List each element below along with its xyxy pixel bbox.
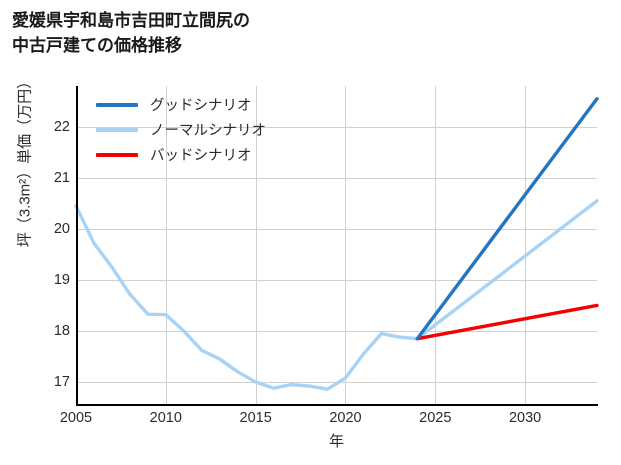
chart-legend: グッドシナリオ ノーマルシナリオ バッドシナリオ xyxy=(96,92,326,167)
y-axis-ticks: 17 18 19 20 21 22 xyxy=(0,86,70,405)
plot-background xyxy=(76,86,597,405)
x-axis-ticks: 2005 2010 2015 2020 2025 2030 xyxy=(60,410,597,432)
gridline-vertical xyxy=(255,86,257,405)
y-axis-line xyxy=(76,86,78,406)
gridline-vertical xyxy=(165,86,167,405)
gridline-horizontal xyxy=(76,126,597,128)
gridline-vertical xyxy=(345,86,347,405)
x-tick-label: 2020 xyxy=(329,410,362,426)
legend-label: バッドシナリオ xyxy=(150,148,252,164)
gridline-horizontal xyxy=(76,177,597,179)
x-tick-label: 2015 xyxy=(239,410,272,426)
legend-label: ノーマルシナリオ xyxy=(150,123,266,139)
legend-color-swatch xyxy=(96,102,138,107)
y-tick-label: 18 xyxy=(53,322,70,339)
y-tick-label: 22 xyxy=(53,118,70,135)
series-line xyxy=(74,199,599,391)
y-tick-label: 20 xyxy=(53,220,70,237)
gridline-horizontal xyxy=(76,330,597,332)
legend-item[interactable]: グッドシナリオ xyxy=(96,92,326,117)
legend-label: グッドシナリオ xyxy=(150,98,252,114)
x-axis-label: 年 xyxy=(328,433,344,450)
legend-item[interactable]: ノーマルシナリオ xyxy=(96,117,326,142)
x-tick-label: 2025 xyxy=(419,410,452,426)
gridline-vertical xyxy=(435,86,437,405)
legend-item[interactable]: バッドシナリオ xyxy=(96,142,326,167)
x-tick-label: 2010 xyxy=(149,410,182,426)
gridline-horizontal xyxy=(76,279,597,281)
y-tick-label: 17 xyxy=(53,374,70,391)
gridline-horizontal xyxy=(76,228,597,230)
legend-color-swatch xyxy=(96,152,138,157)
plot-area xyxy=(74,86,599,405)
gridline-vertical xyxy=(525,86,527,405)
y-tick-label: 21 xyxy=(53,169,70,186)
series-line xyxy=(415,303,599,341)
x-axis-line xyxy=(76,404,598,406)
series-layer xyxy=(74,97,599,391)
y-tick-label: 19 xyxy=(53,271,70,288)
y-axis-label: 坪（3.3m²）単価（万円） xyxy=(16,73,34,248)
chart-title: 愛媛県宇和島市吉田町立間尻の 中古戸建ての価格推移 xyxy=(12,11,250,55)
series-line xyxy=(415,97,599,341)
x-tick-label: 2005 xyxy=(59,410,93,426)
x-tick-label: 2030 xyxy=(508,410,542,426)
legend-color-swatch xyxy=(96,127,138,132)
